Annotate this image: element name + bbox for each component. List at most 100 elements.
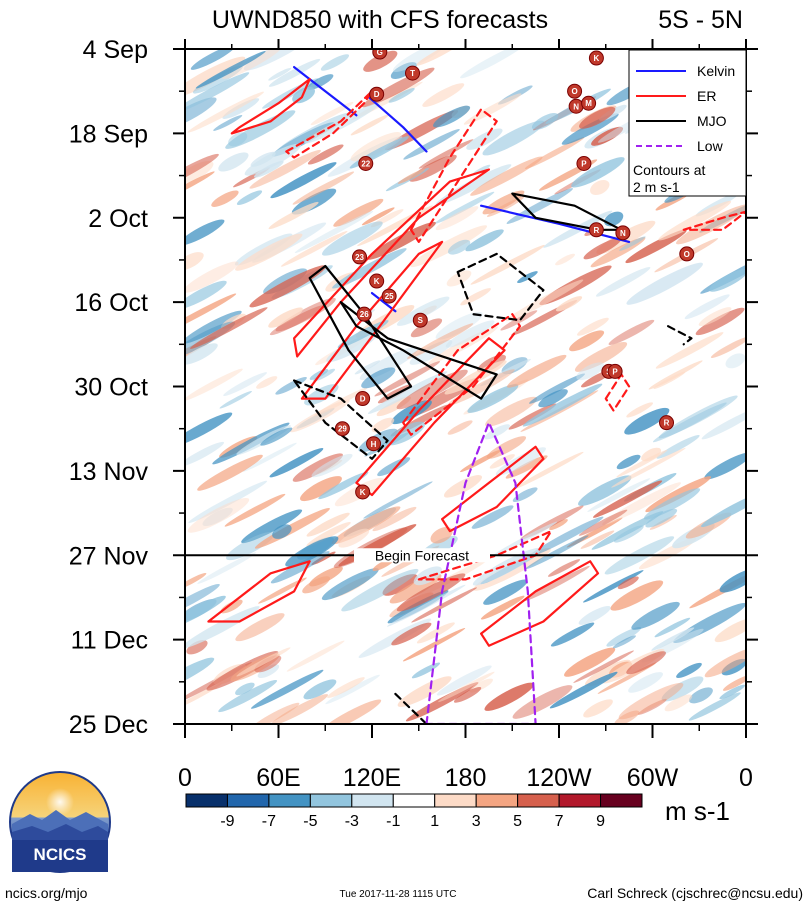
storm-marker: P <box>607 363 623 379</box>
colorbar-swatch <box>600 793 643 808</box>
logo-text: NCICS <box>34 845 87 864</box>
field-streak <box>435 206 479 231</box>
y-tick-label: 11 Dec <box>71 627 148 655</box>
field-streak <box>190 307 268 349</box>
field-streak <box>235 613 285 642</box>
contour-er <box>409 108 498 243</box>
field-streak <box>549 671 618 709</box>
field-streak <box>710 336 746 359</box>
field-streak <box>549 519 568 531</box>
field-streak <box>327 677 365 698</box>
field-streak <box>391 622 432 646</box>
field-streak <box>524 137 585 170</box>
contour-er <box>230 77 311 135</box>
storm-marker: P <box>576 156 592 172</box>
storm-label: P <box>581 160 587 169</box>
field-streak <box>722 675 746 691</box>
field-streak <box>366 221 436 260</box>
field-streak <box>280 230 348 267</box>
storm-label: P <box>612 367 618 376</box>
field-streak <box>453 687 482 703</box>
field-streak <box>531 113 559 130</box>
storm-icon <box>334 421 350 437</box>
field-streak <box>197 552 257 584</box>
storm-label: D <box>360 395 366 404</box>
field-streak <box>319 699 382 724</box>
field-streak <box>653 371 686 389</box>
field-streak <box>185 219 225 246</box>
field-streak <box>294 211 374 254</box>
field-streak <box>211 190 239 207</box>
storm-marker: N <box>568 98 584 114</box>
field-streak <box>188 480 268 524</box>
field-streak <box>583 237 622 260</box>
y-tick-label: 25 Dec <box>69 711 148 739</box>
field-streak <box>268 58 321 87</box>
field-streak <box>447 420 473 435</box>
field-streak <box>337 320 389 349</box>
y-tick-label: 18 Sep <box>69 120 148 148</box>
field-streak <box>547 559 581 577</box>
field-streak <box>187 498 250 533</box>
field-streak <box>388 87 415 103</box>
field-streak <box>524 565 590 602</box>
storm-marker: R <box>588 222 604 238</box>
field-streak <box>251 669 324 709</box>
field-streak <box>614 710 640 724</box>
storm-markers: GTD2223K2526SD29HKKONMPRNOSPR <box>334 48 695 500</box>
colorbar-tick-label: 7 <box>555 813 564 830</box>
field-streak <box>243 49 314 71</box>
field-streak <box>676 204 746 245</box>
field-streak <box>684 294 730 320</box>
field-streak <box>709 268 746 292</box>
storm-label: 25 <box>385 292 394 301</box>
storm-marker: K <box>588 50 604 66</box>
field-streak <box>719 684 746 700</box>
colorbar-tick-label: 3 <box>472 813 481 830</box>
field-streak <box>185 412 233 447</box>
colorbar-swatch <box>351 793 394 808</box>
field-streak <box>219 390 252 409</box>
field-streak <box>396 296 450 326</box>
storm-icon <box>588 50 604 66</box>
storm-icon <box>356 306 372 322</box>
field-streak <box>190 49 236 70</box>
legend-label-mjo: MJO <box>697 113 727 129</box>
field-streak <box>435 311 483 340</box>
storm-label: G <box>377 48 383 57</box>
field-streak <box>338 528 370 548</box>
field-streak <box>251 702 300 724</box>
field-streak <box>626 262 703 305</box>
field-streak <box>447 369 515 406</box>
field-streak <box>418 139 474 169</box>
field-streak <box>195 51 266 89</box>
field-streak <box>628 672 663 693</box>
field-streak <box>350 114 389 136</box>
contour-mjo <box>666 325 693 346</box>
contour-er <box>355 337 506 497</box>
storm-label: K <box>360 488 366 497</box>
field-streak <box>583 570 644 603</box>
field-streak <box>226 531 275 561</box>
field-streak <box>222 98 260 119</box>
field-streak <box>386 584 466 627</box>
field-streak <box>236 647 291 677</box>
field-streak <box>470 156 543 196</box>
field-streak <box>333 198 384 227</box>
storm-icon <box>679 246 695 262</box>
field-streak <box>688 692 741 721</box>
field-streak <box>318 471 369 500</box>
field-streak <box>619 236 646 251</box>
field-streak <box>561 113 619 145</box>
field-streak <box>402 627 466 662</box>
field-streak <box>428 326 498 365</box>
contour-mjo <box>456 252 545 322</box>
field-streak <box>224 493 286 527</box>
contour-kelvin <box>367 96 428 153</box>
field-streak <box>235 682 255 696</box>
colorbar-tick-label: -5 <box>303 813 317 830</box>
field-streak <box>583 699 613 718</box>
field-streak <box>397 169 425 184</box>
y-tick-label: 13 Nov <box>69 458 149 486</box>
